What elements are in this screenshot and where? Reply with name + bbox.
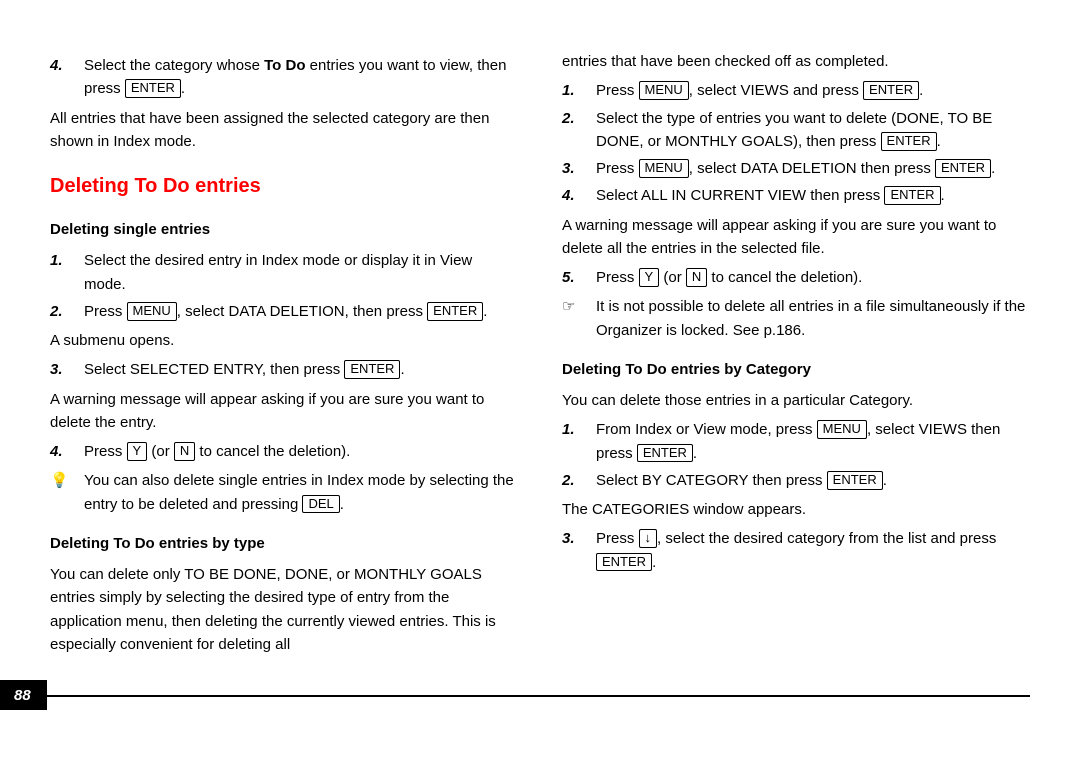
subsection-title: Deleting To Do entries by type [50,532,518,555]
tip-note: 💡 You can also delete single entries in … [50,469,518,516]
enter-key: ENTER [596,553,652,572]
step: 5. Press Y (or N to cancel the deletion)… [562,266,1030,289]
step-text: Press ↓, select the desired category fro… [596,527,1030,574]
hand-icon: ☞ [562,295,596,342]
subsection-title: Deleting To Do entries by Category [562,358,1030,381]
step-text: Press MENU, select DATA DELETION, then p… [84,300,518,323]
footer-rule [47,680,1030,697]
enter-key: ENTER [125,79,181,98]
note-text: You can also delete single entries in In… [84,469,518,516]
step: 1. From Index or View mode, press MENU, … [562,418,1030,465]
step-number: 1. [50,249,84,296]
page-number: 88 [0,680,47,710]
step-text: Press MENU, select DATA DELETION then pr… [596,157,1030,180]
y-key: Y [639,268,660,287]
step-number: 2. [562,107,596,154]
step: 2. Select BY CATEGORY then press ENTER. [562,469,1030,492]
step: 4. Press Y (or N to cancel the deletion)… [50,440,518,463]
step: 2. Select the type of entries you want t… [562,107,1030,154]
step-text: From Index or View mode, press MENU, sel… [596,418,1030,465]
paragraph: A warning message will appear asking if … [562,214,1030,261]
step-number: 4. [50,440,84,463]
paragraph: You can delete only TO BE DONE, DONE, or… [50,563,518,656]
subsection-title: Deleting single entries [50,218,518,241]
menu-key: MENU [127,302,177,321]
step-text: Select SELECTED ENTRY, then press ENTER. [84,358,518,381]
step-text: Select ALL IN CURRENT VIEW then press EN… [596,184,1030,207]
menu-key: MENU [639,159,689,178]
down-key: ↓ [639,529,658,548]
step-number: 3. [562,527,596,574]
section-title: Deleting To Do entries [50,171,518,202]
enter-key: ENTER [935,159,991,178]
n-key: N [174,442,195,461]
step-number: 2. [50,300,84,323]
step-number: 3. [50,358,84,381]
paragraph: The CATEGORIES window appears. [562,498,1030,521]
paragraph: All entries that have been assigned the … [50,107,518,154]
step-number: 1. [562,418,596,465]
n-key: N [686,268,707,287]
step-number: 4. [50,54,84,101]
enter-key: ENTER [881,132,937,151]
step-text: Select BY CATEGORY then press ENTER. [596,469,1030,492]
enter-key: ENTER [863,81,919,100]
enter-key: ENTER [884,186,940,205]
enter-key: ENTER [637,444,693,463]
page-footer: 88 [0,680,1080,710]
step-text: Select the type of entries you want to d… [596,107,1030,154]
step: 2. Press MENU, select DATA DELETION, the… [50,300,518,323]
paragraph: entries that have been checked off as co… [562,50,1030,73]
note-text: It is not possible to delete all entries… [596,295,1030,342]
step: 4. Select the category whose To Do entri… [50,54,518,101]
enter-key: ENTER [427,302,483,321]
step-text: Press Y (or N to cancel the deletion). [596,266,1030,289]
step-text: Select the category whose To Do entries … [84,54,518,101]
left-column: 4. Select the category whose To Do entri… [50,50,518,680]
right-column: entries that have been checked off as co… [562,50,1030,680]
paragraph: A warning message will appear asking if … [50,388,518,435]
enter-key: ENTER [827,471,883,490]
menu-key: MENU [639,81,689,100]
step-text: Press Y (or N to cancel the deletion). [84,440,518,463]
step: 4. Select ALL IN CURRENT VIEW then press… [562,184,1030,207]
step-number: 2. [562,469,596,492]
step: 3. Press MENU, select DATA DELETION then… [562,157,1030,180]
pointer-note: ☞ It is not possible to delete all entri… [562,295,1030,342]
step-number: 5. [562,266,596,289]
enter-key: ENTER [344,360,400,379]
step-text: Press MENU, select VIEWS and press ENTER… [596,79,1030,102]
step-number: 1. [562,79,596,102]
step-text: Select the desired entry in Index mode o… [84,249,518,296]
step: 1. Press MENU, select VIEWS and press EN… [562,79,1030,102]
y-key: Y [127,442,148,461]
step-number: 3. [562,157,596,180]
step: 3. Press ↓, select the desired category … [562,527,1030,574]
step-number: 4. [562,184,596,207]
page-body: 4. Select the category whose To Do entri… [0,0,1080,680]
paragraph: You can delete those entries in a partic… [562,389,1030,412]
menu-key: MENU [817,420,867,439]
del-key: DEL [302,495,339,514]
paragraph: A submenu opens. [50,329,518,352]
step: 3. Select SELECTED ENTRY, then press ENT… [50,358,518,381]
step: 1. Select the desired entry in Index mod… [50,249,518,296]
bulb-icon: 💡 [50,469,84,516]
